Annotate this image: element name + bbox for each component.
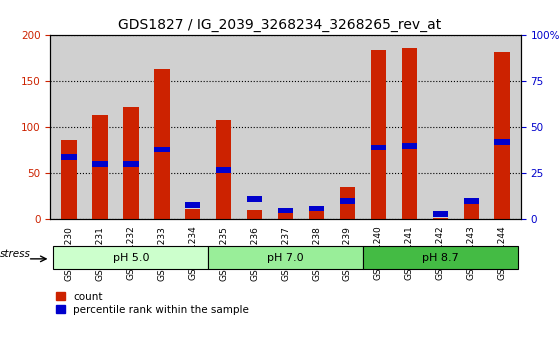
Bar bbox=[61, 140, 77, 219]
Bar bbox=[402, 48, 417, 219]
Bar bbox=[247, 196, 263, 202]
Bar bbox=[340, 198, 355, 204]
Bar bbox=[494, 52, 510, 219]
Text: pH 5.0: pH 5.0 bbox=[113, 252, 149, 263]
Bar bbox=[92, 161, 108, 167]
Bar bbox=[185, 209, 200, 219]
Text: GDS1827 / IG_2039_3268234_3268265_rev_at: GDS1827 / IG_2039_3268234_3268265_rev_at bbox=[118, 18, 442, 32]
Bar bbox=[464, 198, 479, 204]
Bar bbox=[278, 207, 293, 213]
Bar bbox=[309, 210, 324, 219]
Bar bbox=[216, 120, 231, 219]
Bar bbox=[278, 212, 293, 219]
Legend: count, percentile rank within the sample: count, percentile rank within the sample bbox=[55, 292, 249, 315]
Bar bbox=[247, 210, 263, 219]
Bar bbox=[123, 161, 139, 167]
Bar bbox=[185, 202, 200, 207]
Bar bbox=[340, 187, 355, 219]
Bar bbox=[216, 167, 231, 172]
Bar bbox=[371, 50, 386, 219]
Bar bbox=[123, 107, 139, 219]
Bar bbox=[92, 115, 108, 219]
FancyBboxPatch shape bbox=[363, 246, 517, 269]
Bar bbox=[154, 147, 170, 152]
Bar bbox=[309, 206, 324, 211]
Bar bbox=[371, 145, 386, 150]
Text: pH 7.0: pH 7.0 bbox=[267, 252, 304, 263]
Text: pH 8.7: pH 8.7 bbox=[422, 252, 459, 263]
Bar bbox=[432, 211, 448, 217]
Bar bbox=[432, 218, 448, 219]
Text: stress: stress bbox=[0, 249, 31, 259]
Bar bbox=[494, 139, 510, 145]
Bar bbox=[464, 201, 479, 219]
Bar bbox=[402, 143, 417, 149]
Bar bbox=[61, 154, 77, 160]
Bar bbox=[154, 69, 170, 219]
FancyBboxPatch shape bbox=[54, 246, 208, 269]
FancyBboxPatch shape bbox=[208, 246, 363, 269]
